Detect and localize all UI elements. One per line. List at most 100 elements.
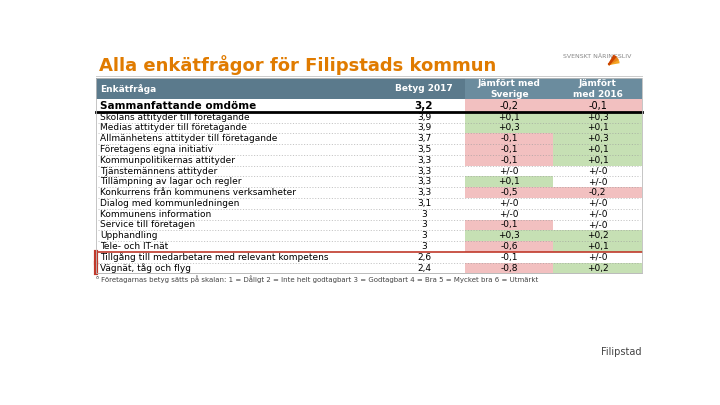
Text: +0,1: +0,1: [498, 177, 520, 186]
Bar: [96, 230, 642, 241]
Text: Tillämpning av lagar och regler: Tillämpning av lagar och regler: [100, 177, 242, 186]
Text: -0,6: -0,6: [500, 242, 518, 251]
Text: -0,1: -0,1: [588, 100, 607, 111]
Text: Allmänhetens attityder till företagande: Allmänhetens attityder till företagande: [100, 134, 277, 143]
Bar: [554, 155, 642, 166]
Bar: [465, 263, 554, 273]
Bar: [554, 252, 642, 263]
Bar: [96, 112, 642, 123]
Text: SVENSKT NÄRINGSLIV: SVENSKT NÄRINGSLIV: [564, 54, 632, 59]
Text: Konkurrens från kommunens verksamheter: Konkurrens från kommunens verksamheter: [100, 188, 296, 197]
Text: +0,1: +0,1: [587, 156, 608, 165]
Bar: [96, 166, 642, 177]
Bar: [554, 263, 642, 273]
Bar: [96, 78, 642, 273]
Bar: [96, 187, 642, 198]
Text: 3,1: 3,1: [417, 199, 431, 208]
Text: +/-0: +/-0: [500, 210, 519, 219]
Bar: [96, 123, 642, 133]
Bar: [465, 78, 554, 99]
Text: Företagens egna initiativ: Företagens egna initiativ: [100, 145, 213, 154]
Bar: [554, 209, 642, 220]
Text: Betyg 2017: Betyg 2017: [395, 84, 453, 93]
Bar: [465, 133, 554, 144]
Text: +/-0: +/-0: [588, 253, 608, 262]
Bar: [465, 123, 554, 133]
Bar: [465, 155, 554, 166]
Bar: [96, 263, 642, 273]
Bar: [96, 144, 642, 155]
Bar: [96, 241, 642, 252]
Text: Kommunens information: Kommunens information: [100, 210, 212, 219]
Text: Jämfört med
Sverige: Jämfört med Sverige: [478, 79, 541, 99]
Bar: [465, 198, 554, 209]
Text: Upphandling: Upphandling: [100, 231, 158, 240]
Text: Tele- och IT-nät: Tele- och IT-nät: [100, 242, 168, 251]
Bar: [465, 252, 554, 263]
Bar: [554, 144, 642, 155]
Text: Sammanfattande omdöme: Sammanfattande omdöme: [100, 100, 256, 111]
Text: 3,7: 3,7: [417, 134, 431, 143]
Text: 3,9: 3,9: [417, 113, 431, 121]
Text: Skolans attityder till företagande: Skolans attityder till företagande: [100, 113, 250, 121]
Text: 3: 3: [421, 210, 427, 219]
Text: +/-0: +/-0: [500, 199, 519, 208]
Text: 3: 3: [421, 242, 427, 251]
Text: Kommunpolitikernas attityder: Kommunpolitikernas attityder: [100, 156, 235, 165]
Bar: [554, 99, 642, 112]
Text: -0,1: -0,1: [500, 134, 518, 143]
Text: 3,2: 3,2: [415, 100, 433, 111]
Text: 3,3: 3,3: [417, 177, 431, 186]
Bar: [554, 123, 642, 133]
Text: ⁶ Företagarnas betyg sätts på skalan: 1 = Dåligt 2 = Inte helt godtagbart 3 = Go: ⁶ Företagarnas betyg sätts på skalan: 1 …: [96, 276, 539, 283]
Text: Filipstad: Filipstad: [601, 347, 642, 356]
Text: 3,3: 3,3: [417, 156, 431, 165]
Bar: [554, 112, 642, 123]
Text: +0,2: +0,2: [587, 231, 608, 240]
Bar: [96, 198, 642, 209]
Text: +/-0: +/-0: [588, 166, 608, 175]
Text: -0,1: -0,1: [500, 253, 518, 262]
Text: Vägnät, tåg och flyg: Vägnät, tåg och flyg: [100, 263, 191, 273]
Bar: [96, 220, 642, 230]
Text: +/-0: +/-0: [588, 199, 608, 208]
Bar: [96, 99, 642, 112]
Text: +0,3: +0,3: [587, 134, 608, 143]
Text: Dialog med kommunledningen: Dialog med kommunledningen: [100, 199, 240, 208]
Bar: [96, 155, 642, 166]
Text: +0,3: +0,3: [498, 231, 520, 240]
Text: +0,1: +0,1: [498, 113, 520, 121]
Text: +0,2: +0,2: [587, 264, 608, 273]
Bar: [465, 209, 554, 220]
Text: +0,3: +0,3: [587, 113, 608, 121]
Bar: [554, 220, 642, 230]
Text: -0,5: -0,5: [500, 188, 518, 197]
Bar: [465, 230, 554, 241]
Bar: [96, 177, 642, 187]
Text: 3,3: 3,3: [417, 188, 431, 197]
Text: -0,8: -0,8: [500, 264, 518, 273]
Text: 3,9: 3,9: [417, 124, 431, 132]
Bar: [554, 78, 642, 99]
Bar: [554, 166, 642, 177]
Text: 3: 3: [421, 231, 427, 240]
Text: +/-0: +/-0: [500, 166, 519, 175]
Text: +/-0: +/-0: [588, 220, 608, 229]
Text: 3,3: 3,3: [417, 166, 431, 175]
Bar: [554, 177, 642, 187]
Text: +0,1: +0,1: [587, 145, 608, 154]
Text: 2,6: 2,6: [417, 253, 431, 262]
Bar: [554, 230, 642, 241]
Text: Tillgång till medarbetare med relevant kompetens: Tillgång till medarbetare med relevant k…: [100, 252, 328, 262]
Bar: [554, 198, 642, 209]
Bar: [554, 187, 642, 198]
Bar: [465, 112, 554, 123]
Bar: [465, 220, 554, 230]
Bar: [96, 133, 642, 144]
Text: -0,1: -0,1: [500, 156, 518, 165]
Bar: [465, 177, 554, 187]
Text: +0,1: +0,1: [587, 242, 608, 251]
Bar: [465, 166, 554, 177]
Text: -0,1: -0,1: [500, 145, 518, 154]
Text: Jämfört
med 2016: Jämfört med 2016: [572, 79, 623, 99]
